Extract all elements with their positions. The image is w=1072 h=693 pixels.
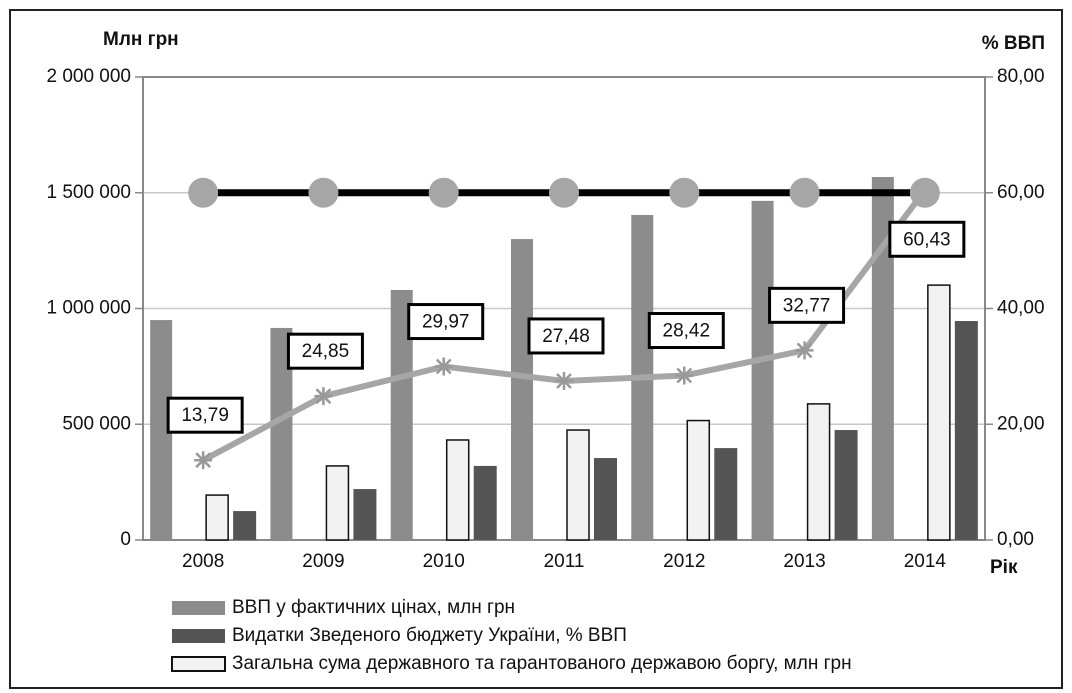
data-label-box: [527, 317, 605, 355]
data-label-box: [768, 286, 846, 324]
y2-tick-label: 0,00: [997, 529, 1034, 550]
data-label: 60,43: [903, 229, 951, 250]
bar: [871, 177, 894, 540]
bar: [353, 489, 377, 540]
x-tick-label: 2012: [663, 551, 705, 572]
y-tick-label: 0: [120, 529, 131, 550]
threshold-marker: [549, 177, 579, 208]
bar: [594, 458, 617, 540]
threshold-marker: [308, 177, 339, 208]
y2-tick-label: 40,00: [997, 298, 1045, 319]
x-tick-label: 2014: [904, 551, 947, 572]
bar: [473, 465, 497, 540]
data-label-box: [647, 312, 725, 350]
data-label-box: [888, 220, 966, 258]
y2-axis-label: % ВВП: [982, 33, 1045, 54]
y2-tick-label: 20,00: [997, 413, 1045, 434]
data-label-box: [286, 332, 364, 370]
y-tick-label: 1 500 000: [46, 182, 131, 203]
data-label: 32,77: [783, 295, 831, 316]
threshold-marker: [789, 177, 820, 208]
bar: [751, 200, 774, 541]
y-axis-label: Млн грн: [103, 29, 179, 50]
data-label: 27,48: [542, 326, 590, 347]
legend-swatch: [171, 656, 226, 672]
bar: [150, 320, 173, 540]
x-tick-label: 2009: [302, 551, 344, 572]
bar: [205, 494, 229, 541]
bar: [714, 448, 738, 540]
data-label: 28,42: [663, 321, 711, 342]
data-label: 24,85: [302, 341, 350, 362]
bar: [511, 239, 533, 541]
threshold-marker: [188, 177, 219, 208]
bar: [233, 511, 257, 540]
legend-label: ВВП у фактичних цінах, млн грн: [232, 597, 515, 618]
bar: [325, 465, 350, 541]
legend-swatch: [172, 601, 225, 615]
y-tick-label: 500 000: [62, 413, 131, 434]
bar: [566, 429, 590, 541]
bar: [954, 321, 978, 540]
data-label: 13,79: [181, 405, 229, 426]
data-label-box: [166, 396, 244, 434]
bar: [270, 327, 293, 540]
data-label-box: [407, 303, 485, 341]
plot-border: [142, 76, 986, 541]
data-label: 29,97: [422, 312, 470, 333]
y-tick-label: 1 000 000: [46, 298, 131, 319]
line-marker: [194, 451, 213, 470]
line-marker: [314, 387, 333, 406]
y2-tick-label: 80,00: [997, 66, 1045, 87]
legend-label: Видатки Зведеного бюджету України, % ВВП: [232, 625, 627, 646]
legend-swatch: [172, 629, 225, 643]
bar: [806, 403, 831, 541]
y2-tick-label: 60,00: [997, 182, 1045, 203]
x-tick-label: 2013: [783, 551, 825, 572]
x-tick-label: 2008: [182, 551, 224, 572]
threshold-marker: [669, 177, 700, 208]
bar: [390, 289, 413, 540]
bar: [834, 430, 858, 540]
x-tick-label: 2011: [544, 551, 585, 572]
threshold-marker: [909, 177, 940, 208]
line-marker: [434, 357, 453, 376]
threshold-marker: [428, 177, 459, 208]
legend-label: Загальна сума державного та гарантованог…: [232, 653, 852, 674]
line-marker: [795, 341, 814, 360]
bar: [445, 439, 470, 541]
x-axis-label: Рік: [990, 557, 1018, 578]
line-marker: [555, 371, 573, 390]
bar: [927, 284, 951, 541]
bar: [686, 419, 711, 541]
y-tick-label: 2 000 000: [46, 66, 131, 87]
x-tick-label: 2010: [423, 551, 465, 572]
line-marker: [675, 366, 694, 385]
